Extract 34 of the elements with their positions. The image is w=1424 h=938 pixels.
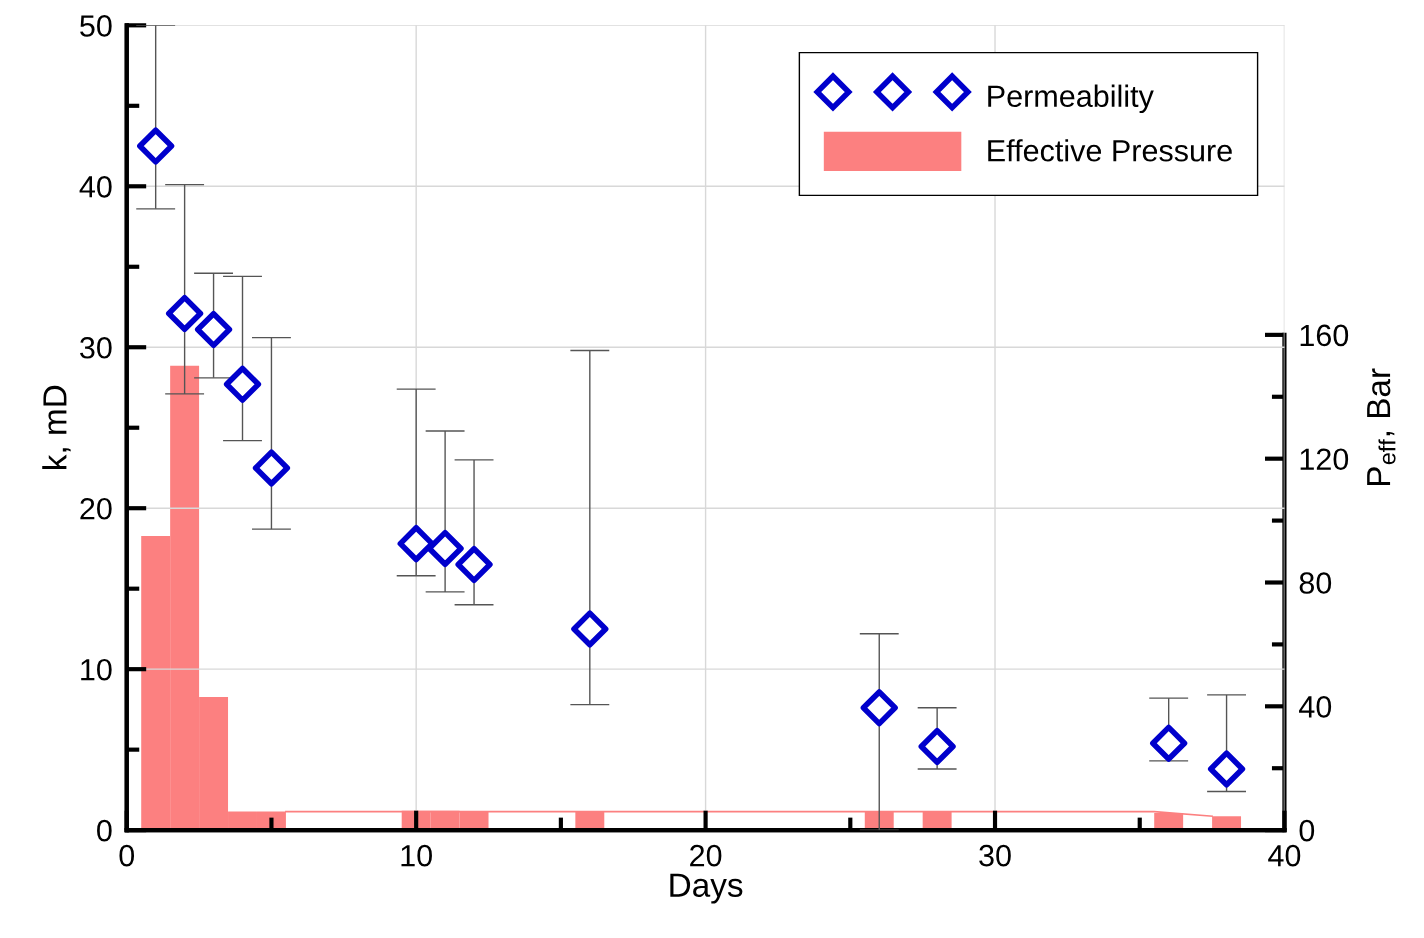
y-axis-title: k, mD	[42, 385, 71, 469]
y-tick-label: 30	[80, 336, 112, 359]
point	[194, 310, 233, 349]
point	[426, 529, 464, 568]
x-tick-label: 0	[119, 844, 135, 867]
point	[137, 127, 175, 165]
y2-axis-title: P$_{eff}$, Bar	[1367, 368, 1396, 485]
x-tick-label: 40	[1268, 844, 1301, 867]
y-tick-label: 20	[80, 497, 112, 520]
point	[1150, 724, 1188, 762]
y2-tick-label: 120	[1300, 448, 1349, 471]
point	[918, 727, 956, 766]
point	[252, 449, 291, 487]
y2-tick-label: 80	[1299, 572, 1332, 594]
y-tick-label: 10	[81, 658, 112, 681]
y-tick-label: 0	[97, 819, 112, 842]
y-tick-label: 40	[79, 176, 112, 198]
x-tick-label: 10	[401, 844, 432, 867]
x-tick-label: 20	[690, 844, 722, 867]
y2-tick-label: 0	[1299, 819, 1315, 842]
point	[571, 610, 609, 648]
legend-label: Permeability	[988, 84, 1154, 114]
point	[1207, 750, 1246, 788]
point	[860, 689, 898, 727]
y-tick-label: 50	[80, 15, 112, 37]
point	[223, 365, 262, 403]
y2-tick-label: 40	[1299, 696, 1332, 718]
y2-tick-label: 160	[1300, 324, 1349, 347]
point	[455, 545, 493, 584]
point	[166, 294, 204, 333]
point	[397, 525, 435, 563]
x-tick-label: 30	[979, 844, 1011, 867]
x-axis-title: Days	[670, 873, 743, 904]
legend-label: Effective Pressure	[988, 139, 1232, 162]
